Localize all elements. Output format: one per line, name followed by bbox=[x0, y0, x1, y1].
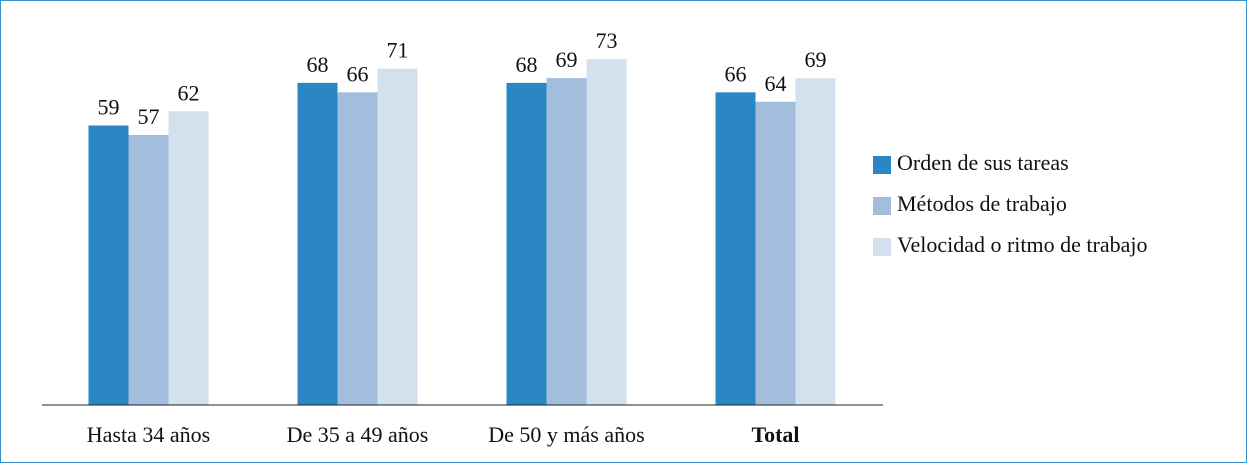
value-label: 57 bbox=[138, 104, 160, 129]
value-label: 69 bbox=[556, 47, 578, 72]
value-label: 68 bbox=[307, 52, 329, 77]
x-tick-label: De 35 a 49 años bbox=[287, 422, 429, 447]
legend-label: Velocidad o ritmo de trabajo bbox=[897, 232, 1147, 257]
value-label: 66 bbox=[347, 61, 369, 86]
bar bbox=[128, 134, 169, 405]
value-label: 68 bbox=[516, 52, 538, 77]
bar bbox=[715, 92, 756, 405]
bar bbox=[795, 78, 836, 406]
legend-swatch bbox=[873, 197, 891, 215]
value-label: 73 bbox=[596, 28, 618, 53]
value-label: 59 bbox=[98, 95, 120, 120]
bar bbox=[377, 68, 418, 405]
x-tick-label: De 50 y más años bbox=[488, 422, 644, 447]
value-label: 64 bbox=[765, 71, 787, 96]
bar bbox=[546, 78, 587, 406]
bar bbox=[506, 82, 547, 405]
legend-swatch bbox=[873, 238, 891, 256]
value-label: 62 bbox=[178, 80, 200, 105]
bar bbox=[297, 82, 338, 405]
bar bbox=[168, 111, 209, 406]
bar bbox=[337, 92, 378, 405]
value-label: 69 bbox=[805, 47, 827, 72]
value-label: 66 bbox=[725, 61, 747, 86]
legend-label: Orden de sus tareas bbox=[897, 150, 1069, 175]
bar bbox=[88, 125, 129, 406]
bar bbox=[586, 59, 627, 405]
legend-swatch bbox=[873, 156, 891, 174]
legend-label: Métodos de trabajo bbox=[897, 191, 1067, 216]
value-label: 71 bbox=[387, 38, 409, 63]
x-tick-label: Hasta 34 años bbox=[87, 422, 210, 447]
x-tick-label: Total bbox=[751, 422, 799, 447]
bar bbox=[755, 101, 796, 406]
